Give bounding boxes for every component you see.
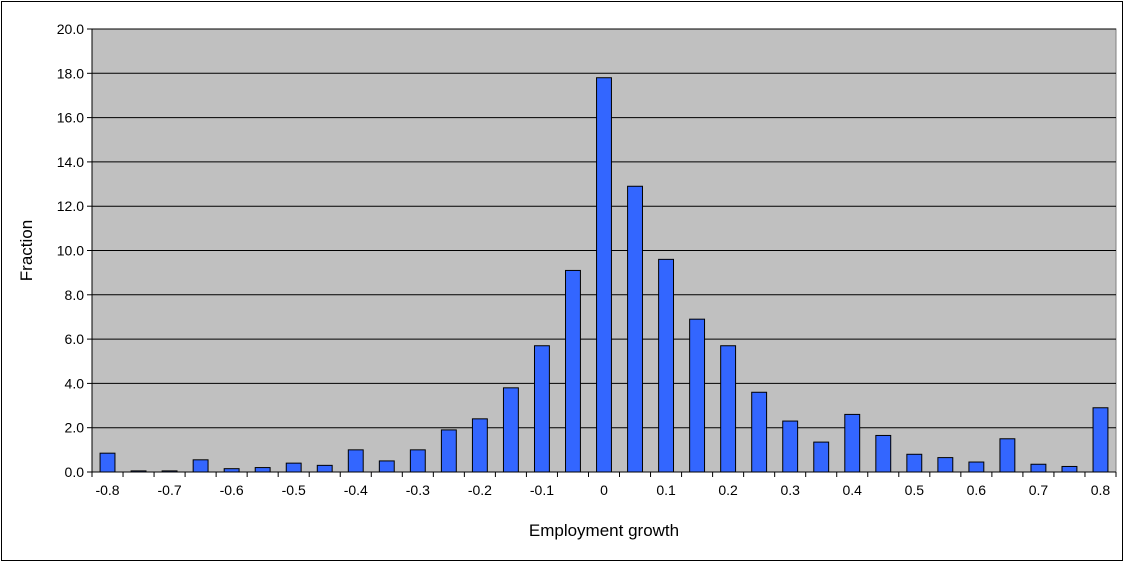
bar-chart: 0.02.04.06.08.010.012.014.016.018.020.0 …: [17, 21, 1117, 540]
x-tick-label: 0.7: [1029, 482, 1049, 498]
bar: [254, 467, 271, 473]
y-tick-label: 4.0: [65, 375, 85, 391]
bar: [1092, 407, 1109, 473]
x-axis-ticks: -0.8 -0.7 -0.6 -0.5 -0.4 -0.3 -0.2 -0.1 0 0.1 0.2 0…: [91, 472, 1117, 498]
bar: [813, 441, 830, 473]
y-tick-label: 0.0: [65, 464, 85, 480]
bar: [99, 452, 116, 473]
bar: [192, 459, 209, 473]
bar: [937, 457, 954, 473]
y-tick-label: 6.0: [65, 331, 85, 347]
bar: [968, 461, 985, 473]
x-tick-label: 0.8: [1091, 482, 1111, 498]
bar: [658, 258, 675, 473]
y-tick-label: 14.0: [57, 154, 84, 170]
x-tick-label: 0.5: [905, 482, 925, 498]
bar: [502, 387, 519, 473]
bar: [285, 462, 302, 473]
x-tick-label: 0.2: [718, 482, 738, 498]
bar: [565, 269, 581, 473]
x-axis-title: Employment growth: [529, 521, 679, 540]
bar: [844, 413, 861, 473]
bar: [875, 434, 892, 473]
x-tick-label: -0.4: [344, 482, 368, 498]
bar: [316, 464, 333, 473]
bar: [1030, 463, 1047, 473]
x-tick-label: 0.6: [967, 482, 987, 498]
bar: [751, 391, 768, 473]
bar: [999, 438, 1016, 473]
bar: [347, 449, 364, 473]
y-tick-label: 8.0: [65, 287, 85, 303]
x-tick-label: 0: [600, 482, 608, 498]
x-tick-label: -0.3: [406, 482, 430, 498]
y-axis-title: Fraction: [17, 220, 36, 281]
y-tick-label: 2.0: [65, 420, 85, 436]
y-axis-ticks: 0.0 2.0 4.0 6.0 8.0 10.0 12.0 14.0 16.0 18.0 20.0: [57, 21, 92, 480]
x-tick-label: 0.3: [780, 482, 800, 498]
x-tick-label: 0.4: [843, 482, 863, 498]
y-tick-label: 10.0: [57, 243, 84, 259]
bar: [906, 453, 923, 473]
bar: [720, 345, 737, 473]
x-tick-label: -0.6: [220, 482, 244, 498]
bar: [378, 460, 395, 473]
bar: [782, 420, 799, 473]
x-tick-label: -0.8: [95, 482, 119, 498]
bar: [1061, 465, 1078, 473]
bar: [471, 418, 488, 473]
y-tick-label: 12.0: [57, 198, 84, 214]
x-tick-label: -0.1: [530, 482, 554, 498]
y-tick-label: 16.0: [57, 110, 84, 126]
bar: [596, 77, 612, 473]
bar: [689, 318, 706, 473]
x-tick-label: -0.5: [282, 482, 306, 498]
y-tick-label: 20.0: [57, 21, 84, 37]
bar: [409, 449, 426, 473]
x-tick-label: -0.7: [158, 482, 182, 498]
x-tick-label: -0.2: [468, 482, 492, 498]
bar: [533, 345, 550, 473]
y-tick-label: 18.0: [57, 65, 84, 81]
x-tick-label: 0.1: [656, 482, 676, 498]
bar: [627, 185, 643, 473]
bar: [440, 429, 457, 473]
